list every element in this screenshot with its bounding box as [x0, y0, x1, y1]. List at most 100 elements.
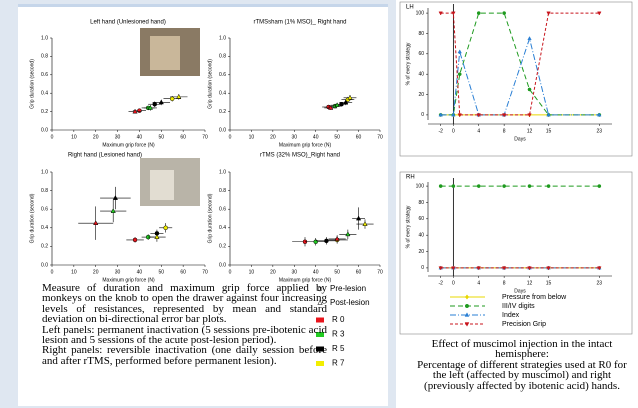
- legend-label: Pressure from below: [502, 294, 567, 301]
- legend-label: R 3: [332, 330, 345, 339]
- y-tick-label: 0.8: [41, 54, 48, 60]
- chart-title: Right hand (Lesioned hand): [68, 153, 142, 159]
- rh-box: [399, 171, 633, 335]
- right-caption: Effect of muscimol injection in the inta…: [410, 339, 634, 392]
- caption-paragraph: Left panels: permanent inactivation (5 s…: [42, 323, 327, 347]
- data-point: [163, 225, 168, 231]
- x-tick-label: 60: [180, 134, 186, 140]
- data-point: [158, 99, 164, 105]
- data-point: [501, 266, 507, 271]
- x-tick-label: 15: [546, 280, 552, 286]
- data-point: [457, 113, 462, 118]
- data-point: [438, 184, 443, 188]
- y-tick-label: 0.0: [219, 127, 226, 133]
- y-tick-label: 0.6: [219, 72, 226, 78]
- data-point: [476, 113, 481, 118]
- data-point: [355, 215, 362, 221]
- data-point: [132, 237, 138, 243]
- x-axis-title: Maximum grip force (N): [102, 142, 155, 148]
- legend-label: III/IV digits: [502, 303, 535, 310]
- legend-label: Post-lesion: [330, 298, 370, 307]
- y-tick-label: 0.6: [219, 207, 226, 213]
- y-axis-title: % of every strategy: [405, 205, 411, 248]
- x-tick-label: 30: [292, 134, 298, 140]
- data-point: [132, 108, 138, 114]
- x-axis-title: Days: [514, 136, 526, 142]
- y-tick-label: 1.0: [219, 35, 226, 41]
- inset-photo-detail: [150, 170, 174, 200]
- x-tick-label: -2: [438, 128, 443, 134]
- data-point: [476, 184, 481, 188]
- legend-label: R 0: [332, 315, 345, 324]
- x-tick-label: 23: [597, 128, 603, 134]
- x-tick-label: 0: [452, 280, 455, 286]
- data-point: [112, 195, 119, 200]
- y-tick-label: 0.4: [41, 91, 48, 97]
- series-line: [440, 12, 600, 116]
- y-tick-label: 1.0: [219, 169, 226, 175]
- x-tick-label: 23: [597, 280, 603, 286]
- x-tick-label: 20: [270, 269, 276, 275]
- data-point: [147, 105, 153, 110]
- x-tick-label: 10: [249, 269, 255, 275]
- data-point: [527, 113, 532, 118]
- legend-swatch: [316, 317, 324, 323]
- x-axis-title: Maximum grip force (N): [279, 277, 332, 283]
- left-caption: Measure of duration and maximum grip for…: [42, 282, 327, 367]
- y-tick-label: 0: [421, 265, 424, 271]
- left-panel-bg: [18, 4, 388, 406]
- y-axis-title: Grip duration (second): [207, 59, 213, 109]
- y-tick-label: 0.2: [41, 109, 48, 115]
- data-point: [476, 266, 481, 271]
- legend-label: Pre-lesion: [330, 284, 366, 293]
- inset-photo-detail: [150, 36, 180, 70]
- chart-title: LH: [406, 5, 414, 11]
- x-tick-label: 4: [477, 128, 480, 134]
- y-tick-label: 0.8: [219, 188, 226, 194]
- x-tick-label: 70: [202, 134, 208, 140]
- data-point: [597, 112, 602, 117]
- data-point: [476, 11, 481, 15]
- y-tick-label: 0.2: [219, 244, 226, 250]
- data-point: [343, 99, 349, 105]
- y-tick-label: 0: [421, 112, 424, 118]
- data-point: [334, 102, 340, 108]
- legend-swatch: [316, 361, 324, 366]
- x-tick-label: 30: [292, 269, 298, 275]
- data-point: [110, 208, 116, 213]
- y-tick-label: 0.0: [41, 127, 48, 133]
- chart-title: RH: [406, 175, 415, 181]
- x-tick-label: 30: [115, 134, 121, 140]
- chart-title: Left hand (Unlesioned hand): [90, 20, 166, 26]
- data-point: [438, 11, 443, 16]
- data-point: [527, 36, 532, 41]
- caption-paragraph: Measure of duration and maximum grip for…: [42, 282, 327, 326]
- x-tick-label: 70: [377, 134, 383, 140]
- data-point: [451, 11, 456, 16]
- data-point: [597, 266, 602, 271]
- x-tick-label: 8: [503, 128, 506, 134]
- x-tick-label: 40: [137, 134, 143, 140]
- y-tick-label: 0.0: [219, 262, 226, 268]
- data-point: [362, 221, 368, 226]
- y-axis-title: Grip duration (second): [207, 193, 213, 243]
- y-tick-label: 0.2: [41, 244, 48, 250]
- legend-swatch: [316, 346, 324, 352]
- x-axis-title: Maximum grip force (N): [102, 277, 155, 283]
- x-tick-label: 50: [334, 269, 340, 275]
- x-tick-label: 50: [334, 134, 340, 140]
- y-axis-title: % of every strategy: [405, 42, 411, 85]
- data-point: [176, 93, 182, 99]
- x-tick-label: 0: [51, 134, 54, 140]
- x-tick-label: 20: [93, 134, 99, 140]
- data-point: [546, 11, 551, 16]
- y-tick-label: 0.8: [219, 54, 226, 60]
- data-point: [501, 113, 507, 118]
- x-tick-label: 70: [202, 269, 208, 275]
- chart-title: rTMSsham (1% MSO)_ Right hand: [253, 20, 346, 26]
- y-tick-label: 0.0: [41, 262, 48, 268]
- y-tick-label: 80: [418, 200, 424, 206]
- y-tick-label: 100: [416, 183, 425, 189]
